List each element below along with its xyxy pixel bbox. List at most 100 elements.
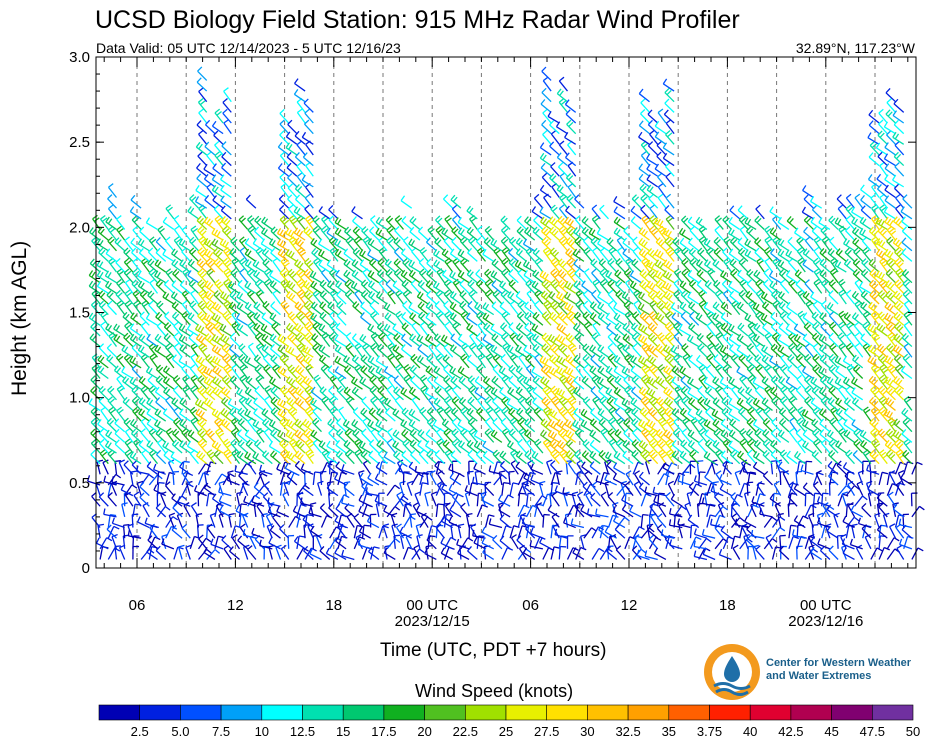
wind-barb-flag	[547, 504, 552, 511]
wind-barb-flag	[148, 385, 154, 391]
wind-barb-flag	[320, 325, 326, 331]
wind-barb-flag	[108, 406, 114, 412]
wind-barb-flag	[294, 460, 300, 467]
wind-barb-flag	[303, 226, 309, 232]
wind-barb-flag	[303, 332, 310, 338]
wind-barb-flag	[368, 407, 374, 413]
wind-barb	[265, 515, 273, 528]
wind-barb-flag	[224, 302, 231, 308]
wind-barb	[449, 477, 462, 486]
wind-barb-flag	[469, 228, 474, 235]
wind-barb-flag	[518, 409, 524, 416]
wind-barb	[484, 514, 490, 528]
wind-barb	[287, 187, 298, 198]
wind-barb-flag	[509, 346, 514, 353]
wind-barb-flag	[167, 430, 174, 435]
wind-barb	[433, 337, 445, 348]
wind-barb	[310, 317, 322, 326]
wind-barb	[213, 134, 224, 145]
wind-barb-flag	[182, 374, 188, 380]
wind-barb	[303, 336, 314, 348]
wind-barb	[241, 483, 249, 496]
wind-barb	[435, 293, 445, 305]
wind-barb	[131, 368, 142, 379]
wind-barb-flag	[300, 503, 307, 507]
wind-barb-flag	[449, 472, 454, 479]
wind-barb-flag	[518, 250, 523, 256]
wind-barb-flag	[133, 388, 139, 394]
wind-barb	[181, 229, 191, 241]
wind-barb-flag	[304, 204, 310, 210]
wind-barb	[305, 367, 314, 379]
wind-barb-flag	[247, 215, 253, 221]
wind-barb-flag	[301, 344, 306, 351]
wind-barb-flag	[257, 345, 264, 350]
wind-barb	[313, 378, 323, 390]
wind-barb	[449, 295, 462, 305]
wind-barb-flag	[290, 400, 296, 407]
wind-barb	[448, 468, 462, 475]
wind-barb-flag	[269, 270, 274, 276]
wind-barb-flag	[181, 442, 187, 448]
wind-barb	[116, 271, 126, 284]
wind-barb-flag	[396, 270, 402, 277]
wind-barb	[451, 219, 462, 230]
wind-barb	[424, 493, 429, 507]
wind-barb-flag	[419, 335, 424, 342]
wind-barb-flag	[449, 301, 455, 308]
wind-barb	[469, 218, 478, 230]
wind-barb-flag	[360, 301, 365, 307]
wind-barb-flag	[486, 281, 493, 287]
wind-barb-flag	[172, 516, 179, 521]
wind-barb	[163, 370, 175, 380]
wind-barb	[476, 535, 480, 549]
wind-barb-flag	[211, 355, 216, 362]
wind-barb	[148, 536, 156, 550]
wind-barb	[162, 445, 175, 454]
wind-barb-flag	[445, 281, 452, 287]
wind-barb-flag	[502, 427, 508, 433]
wind-barb-flag	[107, 492, 113, 497]
wind-barb-flag	[273, 324, 279, 330]
wind-barb-flag	[163, 450, 169, 456]
wind-barb	[128, 535, 142, 539]
wind-barb-flag	[326, 227, 331, 234]
wind-barb-flag	[383, 302, 388, 309]
wind-barb-flag	[204, 301, 210, 307]
wind-barb-flag	[331, 249, 338, 254]
wind-barb-flag	[224, 377, 230, 383]
wind-barb	[406, 483, 413, 496]
wind-barb	[361, 493, 367, 507]
wind-barb-flag	[173, 260, 179, 267]
wind-barb-flag	[134, 409, 140, 415]
wind-barb-flag	[378, 218, 383, 225]
wind-barb-flag	[215, 324, 221, 330]
wind-barb-flag	[417, 440, 422, 446]
wind-barb	[436, 484, 446, 496]
wind-barb-flag	[106, 343, 112, 349]
wind-barb-flag	[543, 281, 549, 287]
wind-barb-flag	[183, 291, 190, 297]
wind-barb-flag	[322, 228, 329, 233]
wind-barb	[452, 261, 462, 273]
wind-barb-flag	[272, 388, 278, 394]
wind-barb-flag	[362, 409, 368, 416]
wind-barb	[337, 472, 342, 486]
wind-barb-flag	[181, 428, 187, 434]
wind-barb	[163, 337, 175, 348]
wind-barb	[302, 380, 314, 390]
wind-barb-flag	[517, 438, 523, 444]
wind-barb	[444, 218, 454, 230]
wind-barb-flag	[470, 291, 476, 297]
wind-barb	[301, 349, 314, 358]
wind-barb-flag	[288, 144, 293, 150]
wind-barb-flag	[245, 439, 251, 445]
wind-barb	[161, 536, 167, 550]
wind-barb-flag	[561, 315, 568, 321]
wind-barb-flag	[420, 385, 426, 390]
wind-barb-flag	[239, 452, 244, 459]
wind-barb	[236, 296, 249, 305]
wind-barb-flag	[199, 228, 205, 234]
wind-barb-flag	[435, 367, 441, 374]
wind-barb	[369, 230, 380, 241]
